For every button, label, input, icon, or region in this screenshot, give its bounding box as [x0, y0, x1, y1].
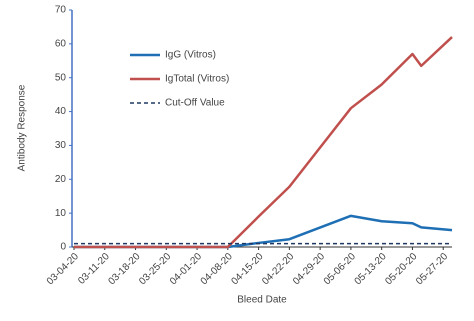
y-tick-label: 70: [55, 5, 67, 16]
x-tick-label: 04-08-20: [199, 251, 235, 287]
x-tick-label: 05-27-20: [414, 251, 450, 287]
x-tick-label: 03-04-20: [45, 251, 81, 287]
legend-label: Cut-Off Value: [165, 98, 225, 109]
x-tick-label: 05-20-20: [383, 251, 419, 287]
x-tick-label: 03-11-20: [76, 251, 112, 287]
x-tick-label: 03-18-20: [106, 251, 142, 287]
x-tick-label: 04-22-20: [260, 251, 296, 287]
series-line: [74, 214, 453, 249]
y-tick-label: 60: [55, 38, 67, 49]
x-tick-label: 05-13-20: [353, 251, 389, 287]
series-line: [74, 36, 453, 249]
legend-label: IgTotal (Vitros): [165, 74, 229, 85]
x-tick-label: 05-06-20: [322, 251, 358, 287]
y-axis-label: Antibody Response: [17, 84, 28, 171]
x-tick-label: 04-15-20: [230, 251, 266, 287]
y-tick-label: 20: [55, 174, 67, 185]
x-axis-label: Bleed Date: [237, 295, 287, 306]
y-tick-label: 10: [55, 208, 67, 219]
x-tick-label: 04-29-20: [291, 251, 327, 287]
y-tick-label: 50: [55, 72, 67, 83]
y-tick-label: 30: [55, 140, 67, 151]
x-tick-label: 04-01-20: [168, 251, 204, 287]
x-tick-label: 03-25-20: [137, 251, 173, 287]
legend-label: IgG (Vitros): [165, 50, 216, 61]
y-tick-label: 40: [55, 106, 67, 117]
y-tick-label: 0: [60, 242, 66, 253]
